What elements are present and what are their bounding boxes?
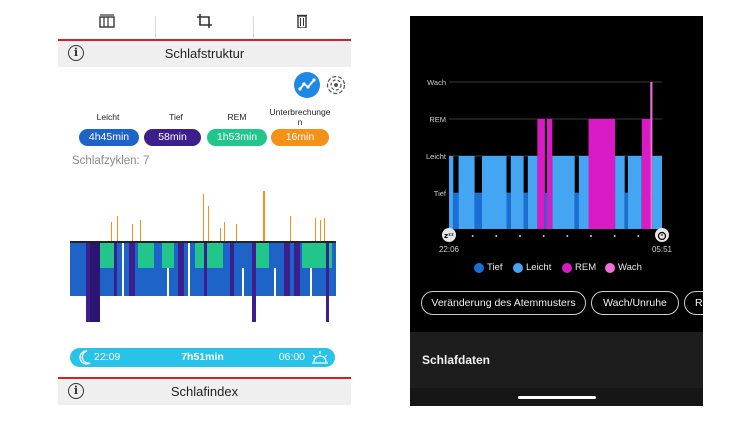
sunrise-icon: [312, 351, 328, 364]
zzz-icon: zᶻᶻ: [442, 228, 456, 242]
stage-bar-leicht: [527, 156, 538, 229]
stage-bar-tief: [453, 193, 459, 229]
sleep-data-card[interactable]: Schlafdaten: [410, 332, 703, 406]
moon-icon: [79, 350, 91, 365]
stage-bar-leicht: [578, 156, 589, 229]
x-tick-dot: [590, 235, 592, 237]
stage-bar-leicht: [449, 156, 454, 229]
info-icon[interactable]: i: [68, 383, 84, 399]
legend-dot: [474, 263, 484, 273]
awake-spikes: [111, 191, 325, 242]
stat-label-deep: Tief: [169, 112, 183, 122]
stat-label-light: Leicht: [96, 112, 120, 122]
sleep-stages-dark-panel: Wach REM Leicht Tief zᶻᶻ 22:06 05:51 Tief L…: [410, 16, 703, 406]
stage-bar-leicht: [627, 156, 642, 229]
stage-bar-leicht: [482, 156, 507, 229]
x-tick-dot: [542, 235, 545, 237]
legend-label: Leicht: [526, 262, 552, 273]
stat-label-rem: REM: [227, 112, 247, 122]
sleep-start-time: 22:09: [94, 351, 121, 363]
radar-icon[interactable]: [325, 74, 347, 96]
stage-bar-tief: [474, 193, 483, 229]
section-title: Schlafindex: [170, 384, 239, 399]
stage-bar-tief: [574, 193, 579, 229]
legend-label: REM: [575, 262, 597, 273]
wake-time: 06:00: [278, 351, 305, 363]
x-tick-dot: [519, 235, 521, 237]
stage-bar-rem: [547, 119, 553, 229]
section-title: Schlafstruktur: [164, 46, 245, 61]
x-tick-dot: [637, 235, 640, 237]
chip-awake-restless[interactable]: Wach/Unruhe: [591, 291, 679, 315]
stage-bar-tief: [506, 193, 511, 229]
x-tick-dot: [613, 235, 616, 237]
toolbar-divider: [253, 16, 254, 38]
sleep-stages-chart: Wach REM Leicht Tief zᶻᶻ 22:06 05:51: [426, 78, 673, 254]
x-tick-dot: [471, 235, 474, 237]
stat-value-rem: 1h53min: [207, 129, 267, 146]
legend-dot: [562, 263, 572, 273]
sleep-duration-summary[interactable]: 22:09 7h51min 06:00: [70, 348, 335, 367]
sleep-hypnogram: [70, 191, 336, 322]
trend-line-icon: [298, 78, 316, 91]
stage-bar-rem: [588, 119, 616, 229]
chart-bars: [449, 82, 662, 229]
svg-text:zᶻᶻ: zᶻᶻ: [444, 232, 454, 240]
stat-label-interruptions: Unterbrechunge n: [269, 107, 331, 127]
stat-value-deep: 58min: [144, 129, 201, 146]
stage-bar-leicht: [615, 156, 625, 229]
x-start-label: 22:06: [439, 245, 460, 254]
y-tick-label: REM: [429, 115, 446, 124]
stage-bar-rem: [641, 119, 651, 229]
legend-dot: [513, 263, 523, 273]
sleep-cycles-count: Schlafzyklen: 7: [72, 155, 150, 167]
stage-bar-wach: [650, 82, 653, 229]
deep-sleep-segments: [86, 242, 329, 322]
card-title: Schlafdaten: [422, 353, 491, 367]
legend-dot: [605, 263, 615, 273]
info-icon[interactable]: i: [68, 45, 84, 61]
chip-breathing-changes[interactable]: Veränderung des Atemmusters: [421, 291, 586, 315]
chip-more[interactable]: R: [684, 291, 703, 315]
toolbar-divider: [155, 16, 156, 38]
legend-label: Tief: [487, 262, 503, 273]
toolbar: [58, 6, 351, 38]
stage-bar-rem: [537, 119, 545, 229]
y-tick-label: Tief: [434, 189, 447, 198]
alarm-clock-icon: [655, 228, 669, 242]
crop-icon[interactable]: [197, 14, 213, 28]
stage-bar-leicht: [652, 156, 662, 229]
section-header-sleep-structure: i Schlafstruktur: [58, 39, 351, 67]
trash-icon[interactable]: [294, 14, 310, 28]
legend-label: Wach: [618, 262, 642, 273]
x-tick-dot: [566, 235, 569, 237]
y-tick-label: Leicht: [426, 152, 447, 161]
stage-bar-tief: [523, 193, 528, 229]
stage-bar-tief: [624, 193, 628, 229]
x-end-label: 05:51: [652, 245, 673, 254]
stat-value-interruptions: 16min: [271, 129, 329, 146]
y-axis-labels: Wach REM Leicht Tief: [426, 78, 447, 198]
rem-segments: [100, 242, 332, 268]
trend-view-button[interactable]: [294, 72, 320, 98]
stage-bar-tief: [544, 193, 547, 229]
stage-bar-leicht: [510, 156, 524, 229]
stat-value-light: 4h45min: [79, 129, 139, 146]
sleep-duration: 7h51min: [181, 351, 224, 363]
stage-bar-leicht: [458, 156, 475, 229]
section-header-sleep-index: i Schlafindex: [58, 377, 351, 405]
baseline: [70, 241, 336, 243]
chart-bars-icon[interactable]: [99, 14, 115, 28]
home-indicator[interactable]: [518, 396, 596, 399]
light-sleep-gaps: [122, 242, 312, 296]
sleep-structure-panel: i Schlafstruktur Leicht Tief REM Unterbr…: [58, 6, 351, 406]
stage-bar-leicht: [552, 156, 575, 229]
y-tick-label: Wach: [427, 78, 446, 87]
x-tick-dot: [495, 235, 498, 237]
x-axis: [471, 235, 640, 237]
